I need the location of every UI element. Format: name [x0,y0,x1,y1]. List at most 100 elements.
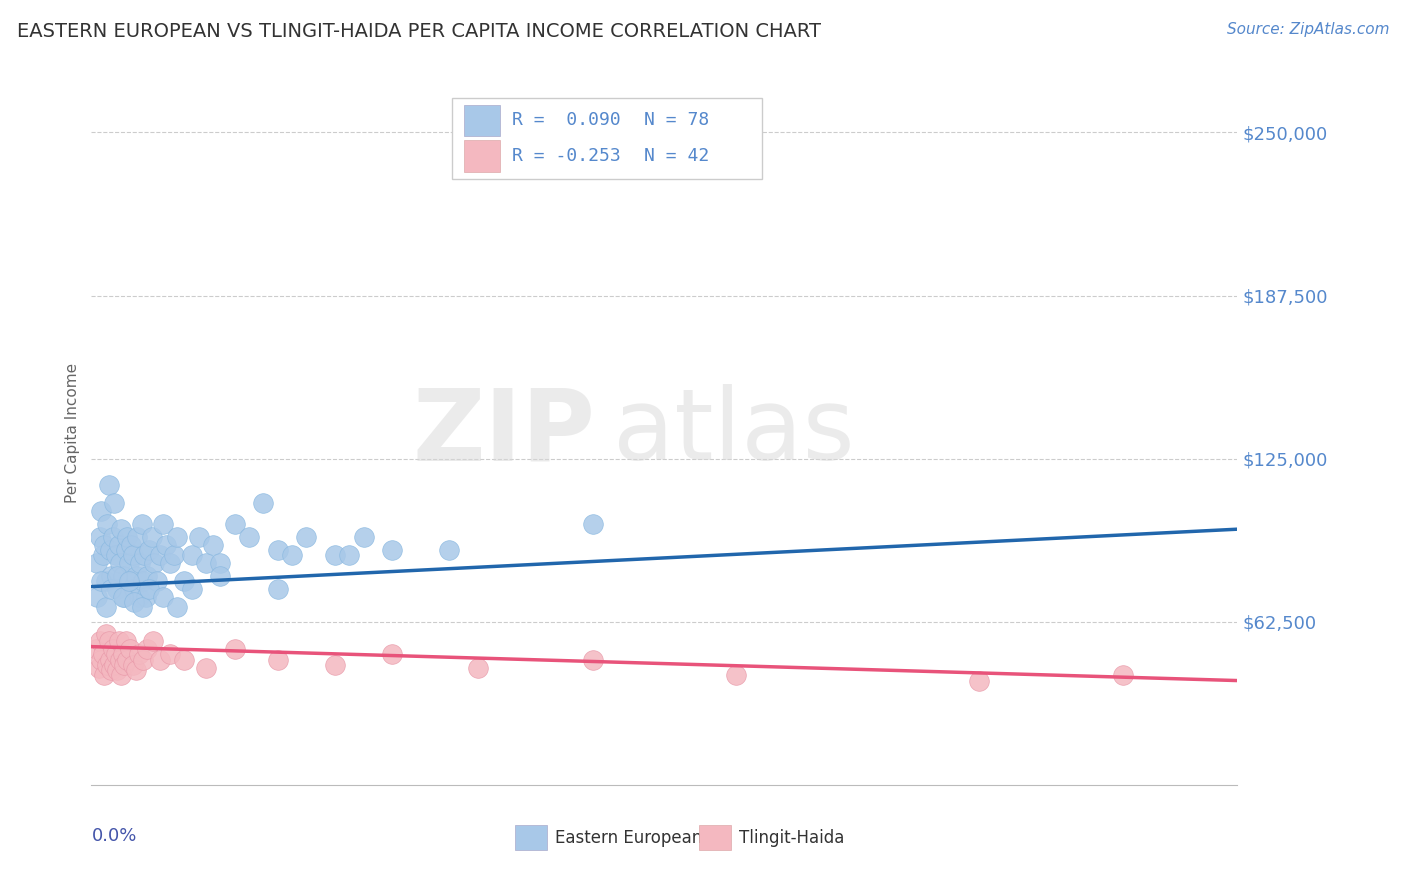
Point [90,653,112,667]
Point [969,673,991,688]
Point [209,556,232,570]
Text: Source: ZipAtlas.com: Source: ZipAtlas.com [1226,22,1389,37]
Point [124,595,146,609]
Point [136,569,159,583]
Point [141,530,163,544]
Point [194,556,217,570]
Point [112,657,135,672]
Point [112,590,135,604]
Point [180,549,202,563]
Point [111,590,134,604]
Point [252,496,274,510]
Point [132,653,155,667]
Point [337,549,360,563]
Point [93,538,115,552]
Point [90,504,112,518]
Point [323,549,346,563]
Point [97,478,120,492]
Point [101,530,124,544]
Point [89,634,111,648]
Point [107,634,129,648]
Point [155,538,177,552]
Point [104,648,127,662]
Point [582,653,605,667]
Bar [516,825,547,850]
Point [104,549,127,563]
Point [323,657,346,672]
Point [100,663,122,677]
Point [114,543,136,558]
Text: 0.0%: 0.0% [91,827,136,846]
Point [91,549,114,563]
Text: atlas: atlas [613,384,855,481]
Point [86,556,108,570]
Point [103,657,125,672]
Point [120,642,142,657]
Point [266,582,288,597]
Point [125,569,148,583]
Y-axis label: Per Capita Income: Per Capita Income [65,362,80,503]
Point [724,668,747,682]
Point [84,642,107,657]
Point [96,657,118,672]
Point [131,600,153,615]
Point [121,538,143,552]
Point [98,543,121,558]
Point [115,530,138,544]
Point [117,574,139,589]
Point [166,600,188,615]
Text: EASTERN EUROPEAN VS TLINGIT-HAIDA PER CAPITA INCOME CORRELATION CHART: EASTERN EUROPEAN VS TLINGIT-HAIDA PER CA… [17,22,821,41]
Point [439,543,461,558]
Point [134,549,156,563]
Point [100,582,122,597]
Point [138,582,160,597]
Point [194,660,217,674]
Bar [464,104,501,136]
Point [381,648,404,662]
Point [209,569,232,583]
Point [122,549,145,563]
Point [173,574,195,589]
Point [149,653,172,667]
Point [107,538,129,552]
Point [87,660,110,674]
Point [127,530,149,544]
Point [124,582,146,597]
Point [114,634,136,648]
Point [108,653,131,667]
Text: R =  0.090: R = 0.090 [512,112,620,129]
Point [163,549,186,563]
Point [152,516,174,531]
Point [128,648,150,662]
Point [295,530,318,544]
Point [100,569,122,583]
Point [103,496,125,510]
Bar [464,140,501,171]
Point [110,522,132,536]
Point [94,626,117,640]
Point [97,634,120,648]
Point [238,530,260,544]
Point [120,574,142,589]
Text: ZIP: ZIP [413,384,596,481]
Point [467,660,489,674]
Point [582,516,605,531]
FancyBboxPatch shape [453,98,762,179]
Point [381,543,404,558]
Point [132,574,155,589]
Point [96,516,118,531]
Point [224,642,246,657]
Point [143,556,166,570]
Point [353,530,375,544]
Point [131,516,153,531]
Point [149,549,172,563]
Point [111,569,134,583]
Point [224,516,246,531]
Point [105,663,128,677]
Point [101,642,124,657]
Point [90,574,112,589]
Point [173,653,195,667]
Point [159,556,181,570]
Point [91,648,114,662]
Point [105,582,128,597]
